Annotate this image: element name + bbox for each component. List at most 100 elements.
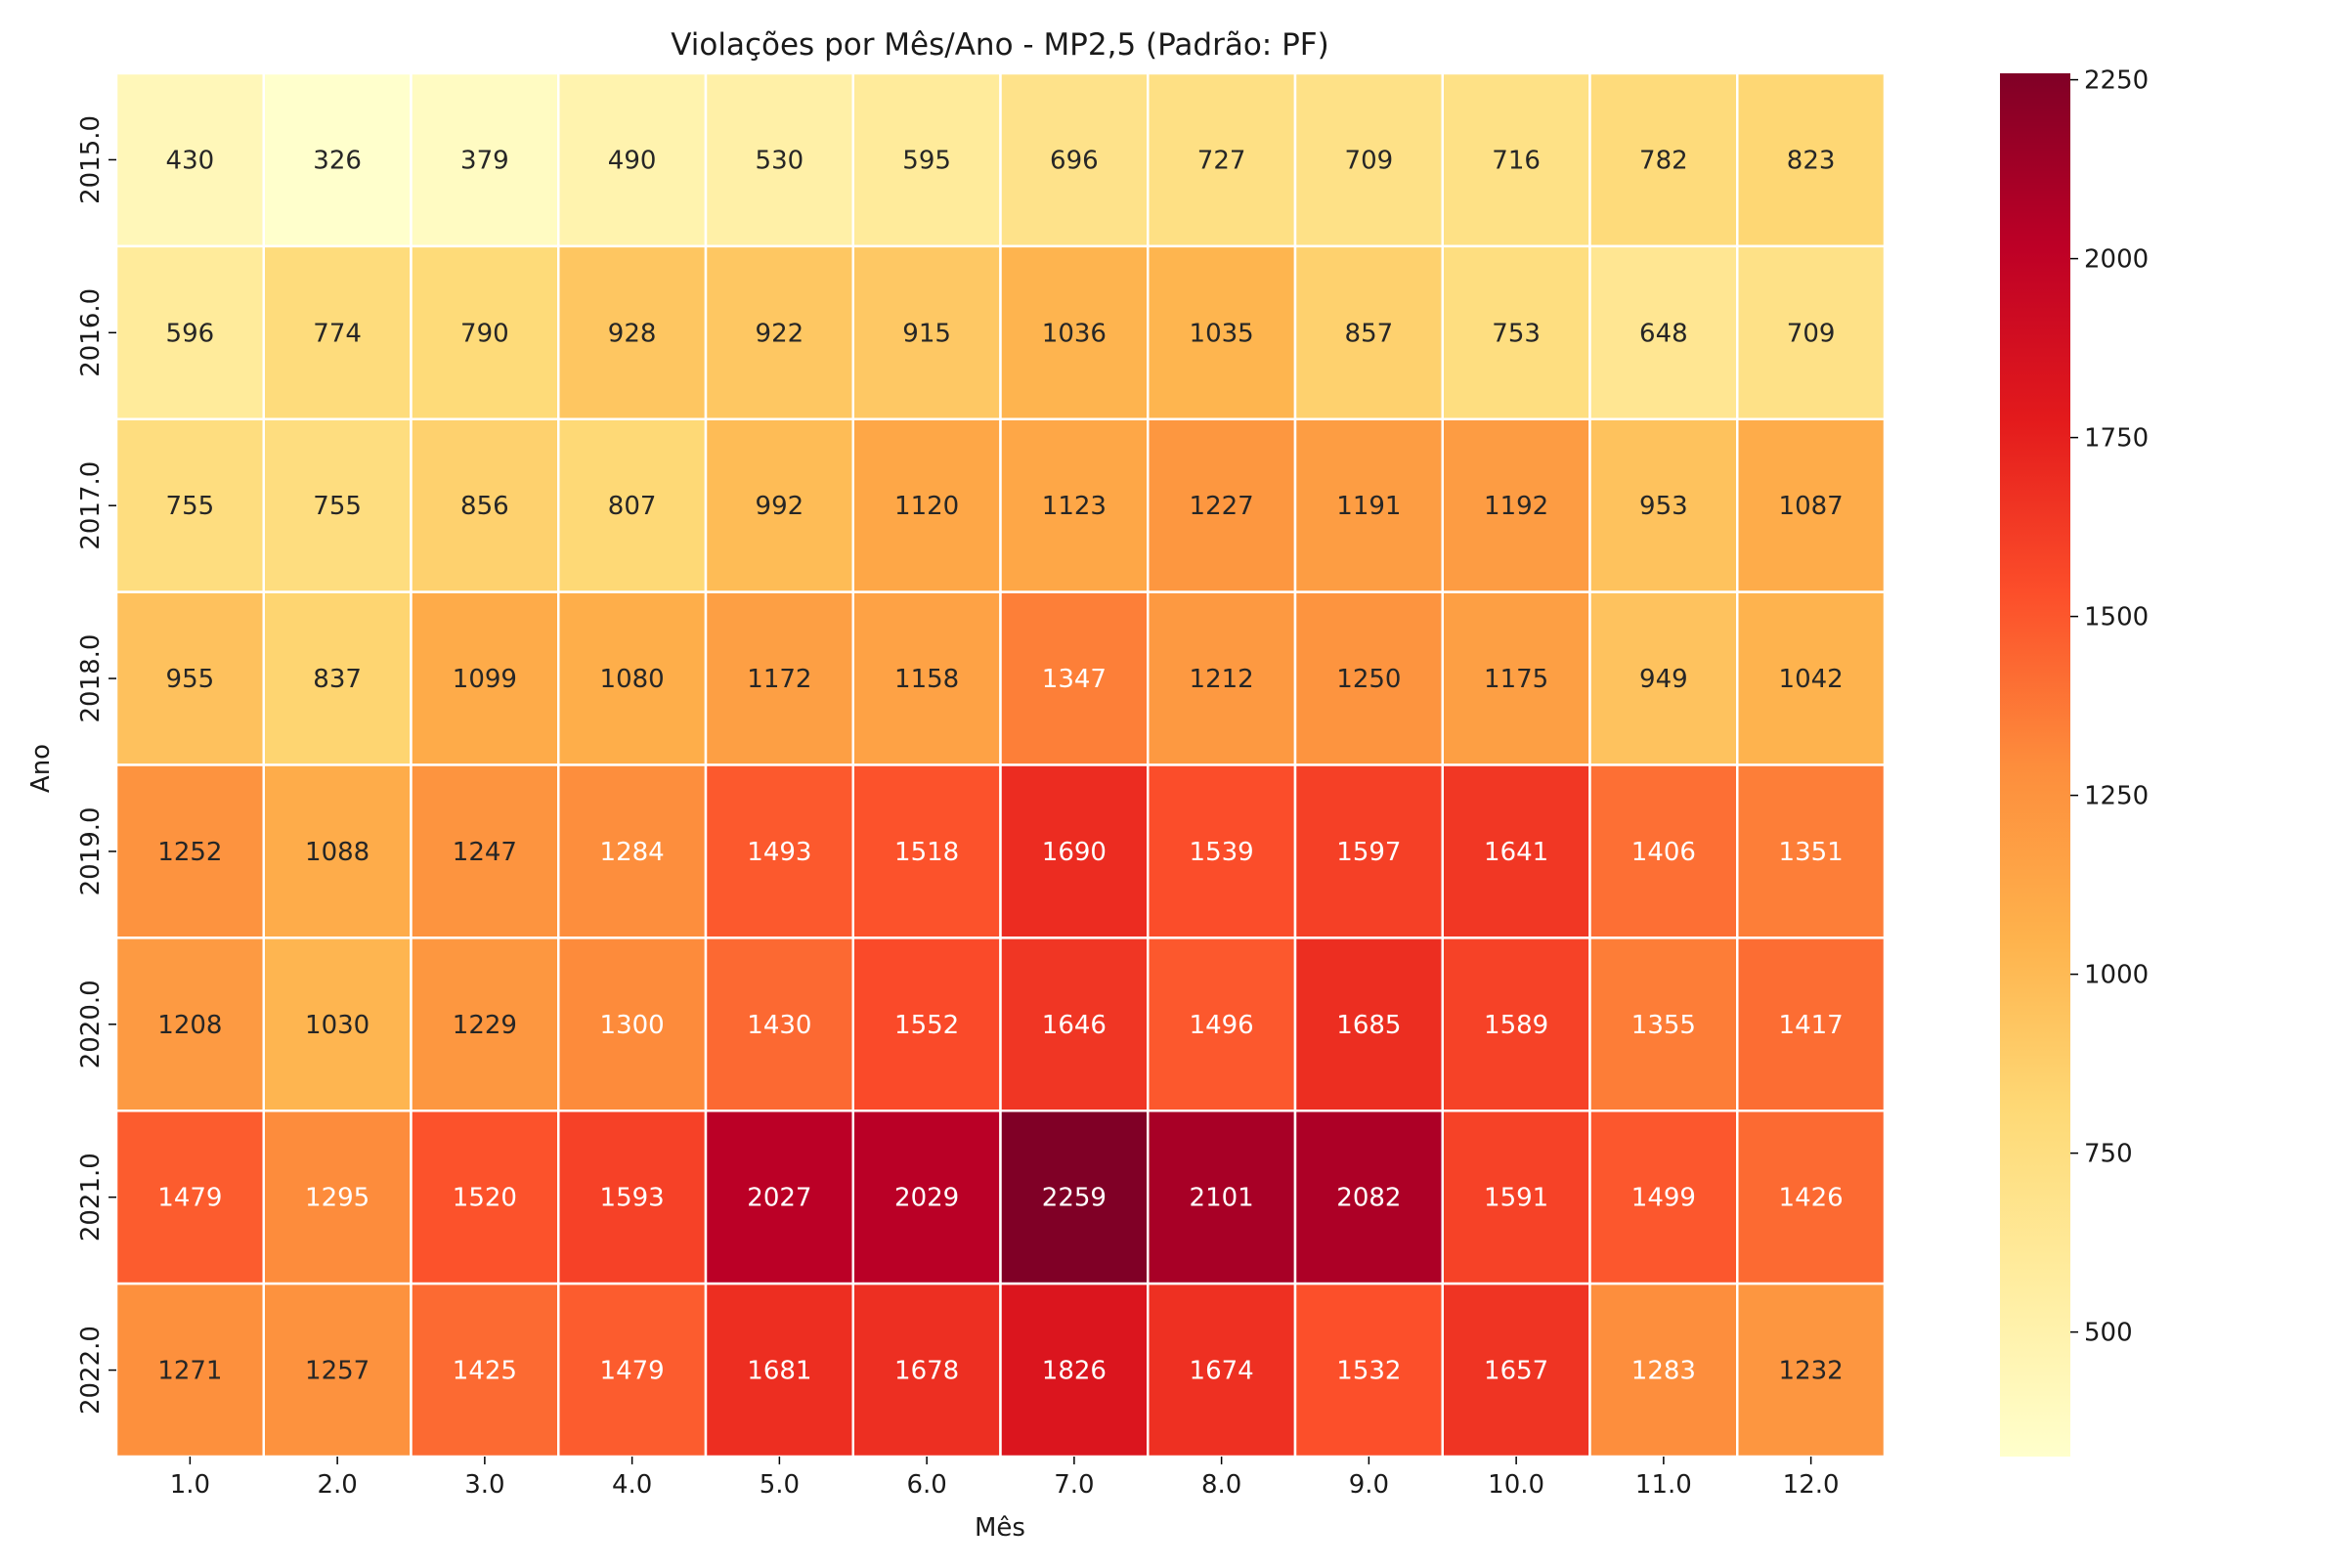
heatmap-cell xyxy=(704,763,854,939)
cell-value-label: 1593 xyxy=(600,1184,665,1213)
cell-value-label: 857 xyxy=(1345,319,1394,348)
cell-value-label: 430 xyxy=(166,146,215,175)
cell-value-label: 782 xyxy=(1639,146,1688,175)
cell-value-label: 1518 xyxy=(894,838,959,867)
heatmap-cell xyxy=(999,244,1150,420)
heatmap-cell xyxy=(1588,244,1739,420)
heatmap-cell xyxy=(1588,763,1739,939)
x-axis-ticks: 1.0 2.0 3.0 4.0 5.0 6.0 7.0 8.0 9.0 10.0 11.0 12.0 xyxy=(170,1457,1840,1500)
cell-value-label: 1417 xyxy=(1779,1011,1844,1040)
cell-value-label: 774 xyxy=(313,319,362,348)
heatmap-cell xyxy=(999,590,1150,766)
cell-value-label: 379 xyxy=(460,146,509,175)
y-tick-label: 2020.0 xyxy=(76,980,106,1068)
cell-value-label: 837 xyxy=(313,665,362,694)
cell-value-label: 1539 xyxy=(1190,838,1254,867)
cell-value-label: 1685 xyxy=(1336,1011,1401,1040)
heatmap-cell xyxy=(704,244,854,420)
heatmap-cell xyxy=(1736,936,1887,1112)
cell-value-label: 1295 xyxy=(305,1184,369,1213)
cell-value-label: 1252 xyxy=(157,838,222,867)
y-axis-ticks: 2015.0 2016.0 2017.0 2018.0 2019.0 2020.0 2021… xyxy=(76,115,116,1415)
cell-value-label: 1479 xyxy=(157,1184,222,1213)
cell-value-label: 1172 xyxy=(747,665,811,694)
cell-value-label: 2082 xyxy=(1336,1184,1401,1213)
heatmap-cell xyxy=(557,244,708,420)
cell-value-label: 2029 xyxy=(894,1184,959,1213)
y-tick-label: 2021.0 xyxy=(76,1153,106,1241)
colorbar: 500 750 1000 1250 1500 1750 2000 2250 xyxy=(2000,66,2149,1457)
heatmap-cell xyxy=(114,1110,265,1285)
cell-value-label: 922 xyxy=(756,319,804,348)
heatmap-cell xyxy=(262,71,413,248)
cell-value-label: 1087 xyxy=(1779,492,1844,521)
heatmap-cell xyxy=(1441,936,1591,1112)
x-tick-label: 12.0 xyxy=(1783,1470,1840,1500)
x-tick-label: 4.0 xyxy=(612,1470,652,1500)
x-tick-label: 5.0 xyxy=(760,1470,800,1500)
heatmap-cell xyxy=(114,417,265,593)
cell-value-label: 1035 xyxy=(1190,319,1254,348)
cell-value-label: 2101 xyxy=(1190,1184,1254,1213)
heatmap-cell xyxy=(557,590,708,766)
colorbar-tick-label: 1000 xyxy=(2084,961,2149,990)
cell-value-label: 326 xyxy=(313,146,362,175)
heatmap-cell xyxy=(704,1110,854,1285)
y-tick-label: 2016.0 xyxy=(76,288,106,377)
cell-value-label: 1088 xyxy=(305,838,369,867)
cell-value-label: 1690 xyxy=(1042,838,1107,867)
heatmap-cell xyxy=(999,1282,1150,1459)
heatmap-cell xyxy=(114,590,265,766)
cell-value-label: 709 xyxy=(1345,146,1394,175)
cell-value-label: 949 xyxy=(1639,665,1688,694)
heatmap-cell xyxy=(999,936,1150,1112)
heatmap-cell xyxy=(851,244,1002,420)
cell-value-label: 727 xyxy=(1197,146,1246,175)
cell-value-label: 1406 xyxy=(1631,838,1696,867)
cell-value-label: 716 xyxy=(1492,146,1541,175)
cell-value-label: 755 xyxy=(166,492,215,521)
cell-value-label: 1212 xyxy=(1190,665,1254,694)
colorbar-tick-label: 2250 xyxy=(2084,66,2149,96)
x-tick-label: 7.0 xyxy=(1054,1470,1094,1500)
cell-value-label: 1175 xyxy=(1484,665,1548,694)
cell-value-label: 1036 xyxy=(1042,319,1107,348)
heatmap-cell xyxy=(262,763,413,939)
cell-value-label: 1120 xyxy=(894,492,959,521)
heatmap-cell xyxy=(1293,244,1444,420)
heatmap-cell xyxy=(557,936,708,1112)
cell-value-label: 1351 xyxy=(1779,838,1844,867)
heatmap-cell xyxy=(262,590,413,766)
cell-value-label: 928 xyxy=(608,319,657,348)
cell-value-label: 955 xyxy=(166,665,215,694)
cell-value-label: 1641 xyxy=(1484,838,1548,867)
cell-value-label: 490 xyxy=(608,146,657,175)
cell-value-label: 1552 xyxy=(894,1011,959,1040)
x-axis-label: Mês xyxy=(975,1513,1025,1543)
heatmap-cell xyxy=(1441,71,1591,248)
cell-value-label: 1826 xyxy=(1042,1357,1107,1386)
cell-value-label: 1123 xyxy=(1042,492,1107,521)
cell-value-label: 1229 xyxy=(453,1011,517,1040)
heatmap-cell xyxy=(704,1282,854,1459)
heatmap-cell xyxy=(1736,1110,1887,1285)
heatmap-cell xyxy=(999,1110,1150,1285)
cell-value-label: 595 xyxy=(902,146,951,175)
cell-value-label: 1099 xyxy=(453,665,517,694)
cell-value-label: 1232 xyxy=(1779,1357,1844,1386)
cell-value-label: 1300 xyxy=(600,1011,665,1040)
cell-value-label: 1355 xyxy=(1631,1011,1696,1040)
cell-value-label: 1347 xyxy=(1042,665,1107,694)
heatmap-cell xyxy=(114,71,265,248)
heatmap-cell xyxy=(1147,244,1297,420)
heatmap-cells: 430 326 379 490 530 595 696 727 709 716 782 823 596 7… xyxy=(114,71,1887,1459)
heatmap-cell xyxy=(999,763,1150,939)
cell-value-label: 1192 xyxy=(1484,492,1548,521)
x-tick-label: 9.0 xyxy=(1349,1470,1389,1500)
cell-value-label: 1030 xyxy=(305,1011,369,1040)
heatmap-cell xyxy=(1736,590,1887,766)
cell-value-label: 1646 xyxy=(1042,1011,1107,1040)
cell-value-label: 953 xyxy=(1639,492,1688,521)
cell-value-label: 709 xyxy=(1787,319,1836,348)
heatmap-cell xyxy=(1736,71,1887,248)
